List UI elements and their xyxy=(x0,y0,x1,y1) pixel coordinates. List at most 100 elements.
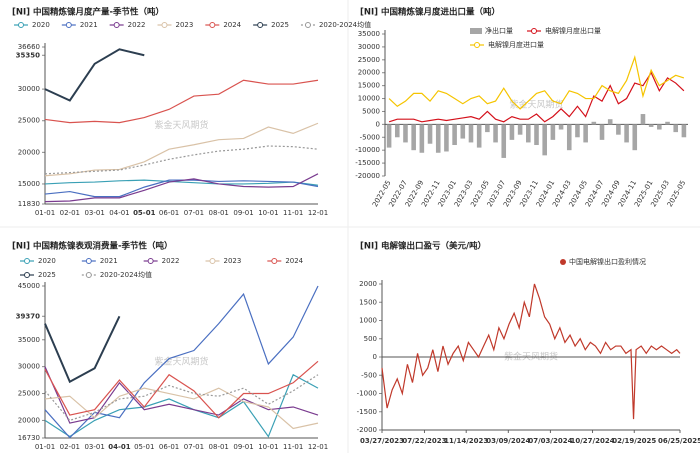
x-tick-label: 08-01 xyxy=(209,443,229,451)
series-line xyxy=(44,145,319,175)
x-tick-label: 02/19/2025 xyxy=(612,437,656,445)
bar xyxy=(526,124,531,143)
y-tick-label: 45000 xyxy=(18,282,40,290)
bar xyxy=(485,124,490,133)
series-line xyxy=(44,173,319,203)
legend-label: 2021 xyxy=(80,21,98,29)
y-tick-label: 16730 xyxy=(18,434,40,442)
legend-label: 2020-2024均值 xyxy=(319,20,371,29)
bar xyxy=(509,124,515,140)
legend-swatch xyxy=(85,272,92,278)
series-line xyxy=(44,122,319,177)
legend-label: 2023 xyxy=(175,21,193,29)
x-tick-label: 12-01 xyxy=(308,209,328,217)
series-line xyxy=(44,360,319,419)
series-line xyxy=(44,374,319,422)
legend-swatch xyxy=(474,42,480,48)
bar xyxy=(403,124,408,143)
bar xyxy=(681,124,687,138)
x-tick-label: 10-01 xyxy=(258,209,278,217)
y-tick-label: 25000 xyxy=(358,56,380,64)
series-line xyxy=(44,48,145,102)
bar xyxy=(419,124,425,153)
x-tick-label: 07/03/2024 xyxy=(528,437,572,445)
legend-label: 2024 xyxy=(285,257,303,265)
legend-swatch xyxy=(209,258,216,264)
bar xyxy=(542,124,547,156)
legend-label: 2020-2024均值 xyxy=(100,270,152,279)
y-tick-label: 20000 xyxy=(18,148,40,156)
legend-swatch xyxy=(161,22,168,28)
bar xyxy=(648,124,654,127)
bar xyxy=(476,124,482,148)
legend-label: 2020 xyxy=(32,21,50,29)
series-line xyxy=(44,315,121,384)
legend-swatch xyxy=(271,258,278,264)
legend-label: 2025 xyxy=(38,271,56,279)
legend-swatch xyxy=(24,272,30,278)
chart-title: [NI] 电解镍出口盈亏（美元/吨） xyxy=(360,241,486,252)
bar xyxy=(427,124,433,144)
y-tick-label: 25000 xyxy=(18,117,40,125)
bar xyxy=(435,124,441,153)
bar xyxy=(591,121,597,125)
bar xyxy=(411,124,416,151)
series-line xyxy=(388,71,685,123)
legend-label: 2024 xyxy=(223,21,241,29)
legend-label: 净出口量 xyxy=(485,26,513,35)
x-tick-label: 08-01 xyxy=(209,209,229,217)
series-line xyxy=(44,285,319,439)
x-tick-label: 06-01 xyxy=(159,443,179,451)
bar xyxy=(460,124,466,139)
bar xyxy=(673,124,679,133)
legend-label: 2020 xyxy=(38,257,56,265)
legend-swatch xyxy=(24,258,30,264)
y-tick-label: 30000 xyxy=(18,363,40,371)
y-tick-label: 0 xyxy=(373,353,377,361)
x-tick-label: 03/09/2024 xyxy=(486,437,530,445)
bar xyxy=(394,124,400,138)
legend-label: 电解镍月度进口量 xyxy=(488,40,544,49)
bar xyxy=(386,124,392,148)
x-tick-label: 09-01 xyxy=(233,443,253,451)
y-tick-label: -1500 xyxy=(357,408,377,416)
x-tick-label: 06/25/2025 xyxy=(658,437,700,445)
y-tick-label: 35000 xyxy=(358,30,380,38)
x-tick-label: 07/22/2023 xyxy=(402,437,446,445)
y-tick-label: 35000 xyxy=(18,336,40,344)
y-tick-label: -20000 xyxy=(355,172,380,180)
legend-label: 电解镍月度出口量 xyxy=(545,26,601,35)
x-tick-label: 04-01 xyxy=(109,209,129,217)
x-tick-label: 07-01 xyxy=(184,443,204,451)
legend-swatch xyxy=(470,28,482,34)
x-tick-label: 12-01 xyxy=(308,443,328,451)
x-tick-label: 03/27/2023 xyxy=(360,437,404,445)
legend-label: 中国电解镍出口盈利情况 xyxy=(569,257,646,266)
legend-swatch xyxy=(209,22,216,28)
watermark: 紫金天风期货 xyxy=(154,356,208,368)
y-tick-label: 1500 xyxy=(359,298,377,306)
bar xyxy=(607,119,613,125)
series-line xyxy=(44,373,319,438)
series-line xyxy=(388,55,685,110)
y-tick-label: -2000 xyxy=(357,426,377,434)
bar xyxy=(501,124,507,158)
y-tick-label: 25000 xyxy=(18,390,40,398)
series-line xyxy=(381,283,681,420)
x-tick-label: 02-01 xyxy=(60,209,80,217)
bar xyxy=(550,124,556,140)
bar xyxy=(583,124,588,143)
y-tick-label: -500 xyxy=(361,371,377,379)
x-tick-label: 10-01 xyxy=(258,443,278,451)
legend-swatch xyxy=(560,259,566,265)
x-tick-label: 09-01 xyxy=(233,209,253,217)
bar xyxy=(599,124,605,140)
bar xyxy=(665,121,670,125)
legend-label: 2025 xyxy=(271,21,289,29)
bar xyxy=(468,124,474,143)
x-tick-label: 01-01 xyxy=(35,209,55,217)
y-tick-label: 11830 xyxy=(18,200,40,208)
x-tick-label: 11-01 xyxy=(283,209,303,217)
x-tick-label: 10/27/2024 xyxy=(570,437,614,445)
